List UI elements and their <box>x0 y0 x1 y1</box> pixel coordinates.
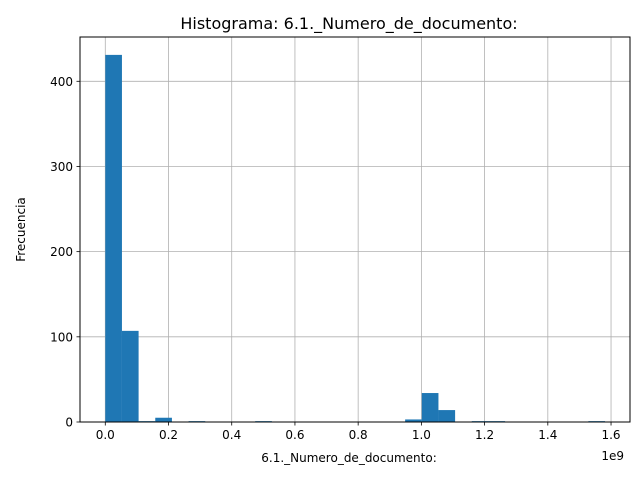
x-axis-offset-label: 1e9 <box>601 449 624 463</box>
x-tick-label: 1.2 <box>475 428 494 442</box>
x-tick-label: 1.4 <box>538 428 557 442</box>
plot-frame <box>79 36 631 423</box>
x-tick-label: 1.6 <box>601 428 620 442</box>
grid-lines <box>80 37 630 423</box>
y-axis-label: Frecuencia <box>14 197 28 262</box>
x-axis-label: 6.1._Numero_de_documento: <box>261 451 437 465</box>
x-tick-label: 0.0 <box>96 428 115 442</box>
chart-title: Histograma: 6.1._Numero_de_documento: <box>180 14 517 34</box>
histogram-bar <box>155 417 172 422</box>
x-tick-label: 0.6 <box>285 428 304 442</box>
axis-ticks: 0.0 0.2 0.4 0.6 0.8 1.0 1.2 1.4 1.6 0 100 200 300 400 <box>50 75 620 442</box>
x-tick-label: 0.4 <box>222 428 241 442</box>
histogram-bar <box>405 419 422 422</box>
y-tick-label: 300 <box>50 160 73 174</box>
x-tick-label: 1.0 <box>412 428 431 442</box>
histogram-bar <box>121 330 139 422</box>
y-tick-label: 0 <box>65 416 73 430</box>
y-tick-label: 100 <box>50 330 73 344</box>
histogram-bar <box>421 393 439 422</box>
y-tick-label: 400 <box>50 75 73 89</box>
y-tick-label: 200 <box>50 245 73 259</box>
histogram-bar <box>438 410 456 422</box>
histogram-bar <box>105 54 122 422</box>
x-tick-label: 0.8 <box>349 428 368 442</box>
x-tick-label: 0.2 <box>159 428 178 442</box>
